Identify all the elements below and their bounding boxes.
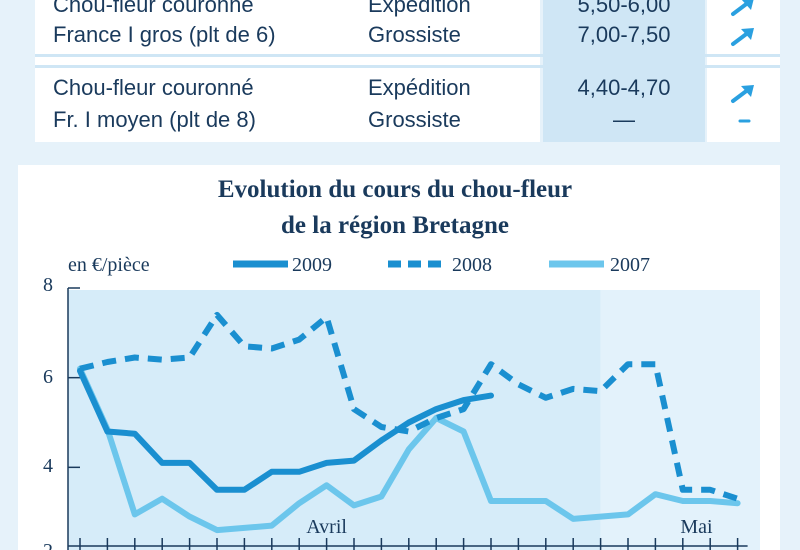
price-table: Chou-fleur couronné Expédition 5,50-6,00…	[35, 0, 780, 142]
chart-title-line-1: Evolution du cours du chou-fleur	[218, 176, 572, 203]
stage-cell: Grossiste	[368, 107, 461, 132]
dash-icon	[727, 107, 761, 133]
series-line-2008	[79, 311, 739, 502]
legend-label-2008: 2008	[452, 254, 492, 276]
y-tick-label: 2	[43, 540, 53, 550]
trend-column	[707, 0, 780, 142]
x-axis-ticks	[79, 538, 739, 550]
table-bg-left	[35, 0, 540, 142]
price-cell: 5,50-6,00	[577, 0, 671, 17]
price-cell: 7,00-7,50	[577, 22, 671, 47]
product-cell: France I gros (plt de 6)	[53, 22, 276, 47]
product-cell: Chou-fleur couronné	[53, 0, 254, 17]
price-cell: 4,40-4,70	[577, 75, 671, 100]
series-layer	[77, 311, 741, 534]
plot-background-may	[600, 290, 760, 550]
x-month-label-may: Mai	[680, 516, 713, 538]
series-line-2009	[77, 367, 494, 493]
stage-cell: Expédition	[368, 0, 471, 17]
legend: 2009 2008 2007	[233, 254, 650, 276]
stage-cell: Grossiste	[368, 22, 461, 47]
chart-title-line-2: de la région Bretagne	[281, 212, 509, 239]
up-arrow-icon	[727, 81, 761, 107]
price-cell: —	[613, 107, 635, 132]
y-tick-label: 8	[43, 274, 53, 296]
legend-label-2007: 2007	[610, 254, 650, 276]
row-separator	[35, 65, 780, 68]
row-separator	[35, 54, 780, 57]
up-arrow-icon	[727, 24, 761, 50]
series-line-2007	[77, 365, 741, 534]
up-arrow-icon	[727, 0, 761, 20]
product-cell: Fr. I moyen (plt de 8)	[53, 107, 256, 132]
price-column	[543, 0, 705, 142]
x-month-label-april: Avril	[306, 516, 347, 538]
y-axis-unit-label: en €/pièce	[68, 254, 150, 276]
y-axis-ticks	[68, 287, 80, 469]
y-tick-label: 4	[43, 455, 53, 477]
legend-label-2009: 2009	[292, 254, 332, 276]
plot-background-april	[68, 290, 601, 550]
stage-cell: Expédition	[368, 75, 471, 100]
product-cell: Chou-fleur couronné	[53, 75, 254, 100]
y-tick-label: 6	[43, 366, 53, 388]
